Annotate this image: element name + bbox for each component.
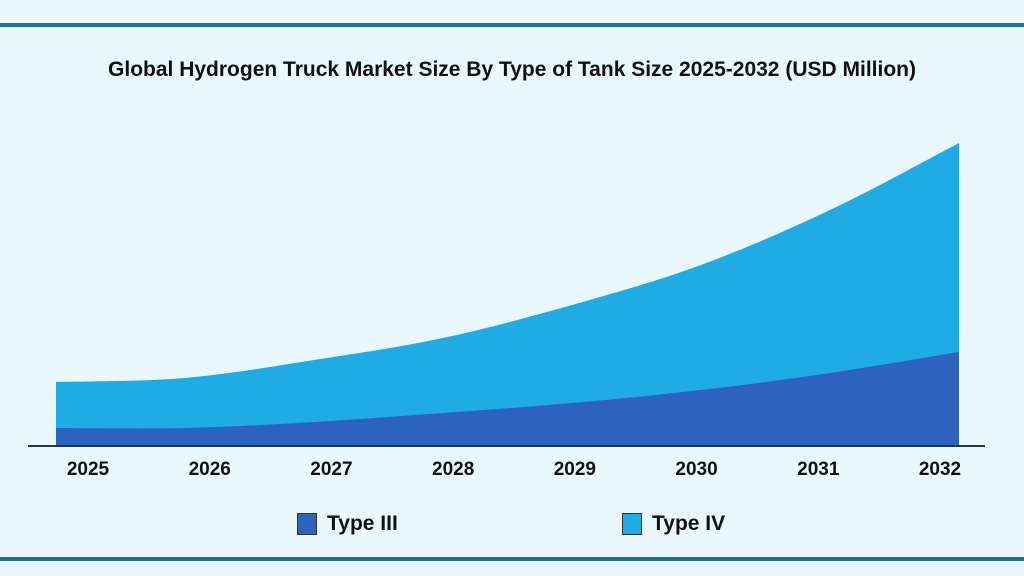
top-rule <box>0 23 1024 27</box>
legend-swatch-type-iv <box>622 513 642 535</box>
x-tick-label: 2030 <box>675 459 717 480</box>
x-tick-label: 2029 <box>554 459 596 480</box>
x-tick-label: 2032 <box>919 459 961 480</box>
area-type-iii <box>56 352 959 446</box>
x-tick-label: 2026 <box>189 459 231 480</box>
legend-item-type-iii: Type III <box>297 512 398 536</box>
x-tick-label: 2028 <box>432 459 474 480</box>
x-tick-label: 2031 <box>797 459 840 480</box>
x-tick-label: 2027 <box>310 459 352 480</box>
legend-label: Type III <box>327 512 398 535</box>
area-type-iv <box>56 143 959 446</box>
chart-title: Global Hydrogen Truck Market Size By Typ… <box>108 58 916 81</box>
legend-item-type-iv: Type IV <box>622 512 725 536</box>
legend-label: Type IV <box>652 512 726 535</box>
bottom-rule <box>0 557 1024 561</box>
x-tick-label: 2025 <box>67 459 110 480</box>
legend-swatch-type-iii <box>297 513 317 535</box>
